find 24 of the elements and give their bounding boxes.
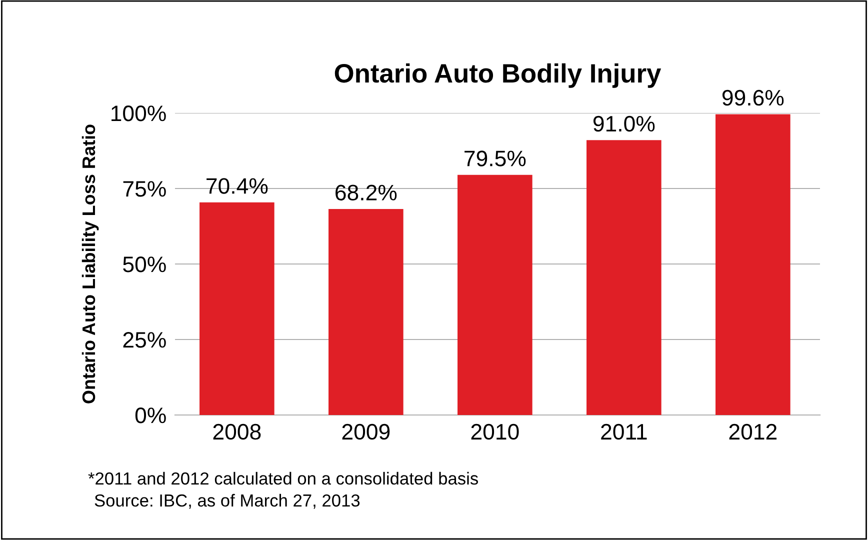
y-tick-label: 75% <box>123 181 166 197</box>
x-tick-label: 2010 <box>471 424 519 440</box>
y-tick-label: 0% <box>135 408 166 424</box>
bar <box>458 174 532 415</box>
bar <box>586 140 662 415</box>
bar <box>200 202 274 415</box>
data-label: 68.2% <box>336 184 397 200</box>
data-label: 70.4% <box>206 178 268 194</box>
x-tick-label: 2009 <box>342 424 390 440</box>
y-tick-label: 50% <box>123 256 166 272</box>
x-tick-label: 2011 <box>601 424 647 440</box>
chart-title: Ontario Auto Bodily Injury <box>334 63 662 88</box>
data-label: 79.5% <box>464 150 526 166</box>
source-note: Source: IBC, as of March 27, 2013 <box>94 494 360 509</box>
data-label: 91.0% <box>593 116 655 132</box>
bar <box>328 209 404 415</box>
y-axis-title: Ontario Auto Liability Loss Ratio <box>82 124 99 404</box>
x-tick-label: 2008 <box>213 424 261 440</box>
data-label: 99.6% <box>722 90 784 106</box>
y-tick-label: 100% <box>112 106 166 122</box>
x-tick-label: 2012 <box>729 424 777 440</box>
text: *2011 and 2012 calculated on a consolidated basis <box>88 472 478 485</box>
bar <box>716 114 790 415</box>
y-tick-label: 25% <box>123 332 166 348</box>
